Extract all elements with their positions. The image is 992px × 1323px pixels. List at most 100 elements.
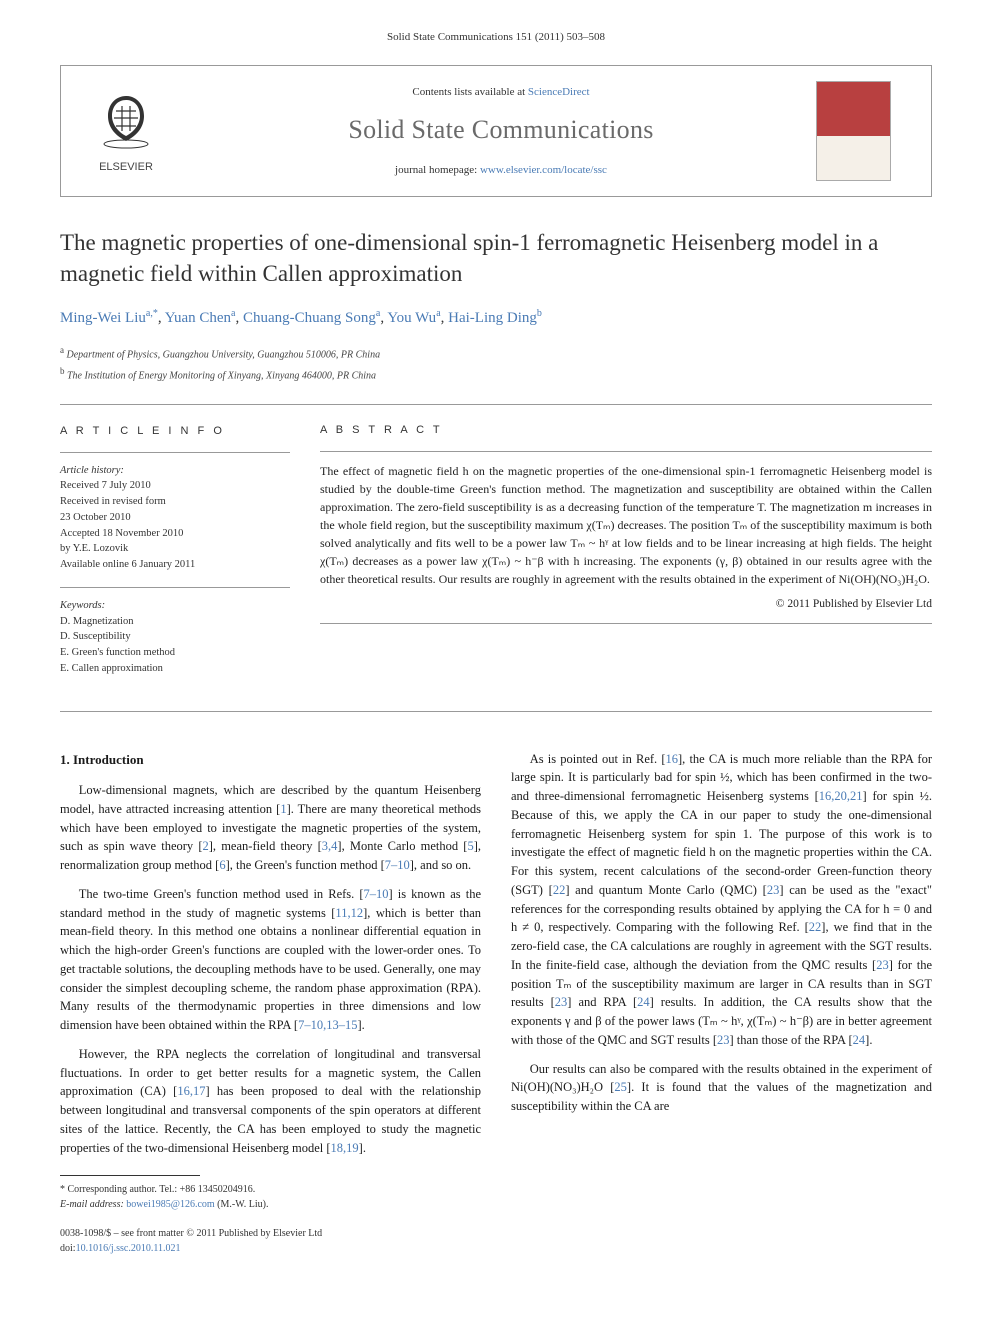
- doi-label: doi:: [60, 1243, 76, 1254]
- citation-link[interactable]: 7–10,13–15: [298, 1018, 357, 1032]
- body-paragraph: Low-dimensional magnets, which are descr…: [60, 781, 481, 875]
- abstract-block: a b s t r a c t The effect of magnetic f…: [320, 423, 932, 691]
- citation-link[interactable]: 25: [614, 1080, 627, 1094]
- history-line: by Y.E. Lozovik: [60, 541, 290, 557]
- author-affref: a: [376, 308, 380, 319]
- author-affref: a: [436, 308, 440, 319]
- article-info-block: a r t i c l e i n f o Article history: R…: [60, 423, 290, 691]
- author-link[interactable]: Ming-Wei Liu: [60, 310, 146, 326]
- contents-prefix: Contents lists available at: [412, 86, 527, 98]
- affiliation-key: b: [60, 366, 65, 376]
- abstract-body: The effect of magnetic field h on the ma…: [320, 464, 932, 586]
- affiliation-row: b The Institution of Energy Monitoring o…: [60, 364, 932, 384]
- affiliation-key: a: [60, 345, 64, 355]
- citation-link[interactable]: 1: [280, 802, 286, 816]
- author-name: Yuan Chen: [165, 310, 231, 326]
- footnote-rule: [60, 1175, 200, 1176]
- body-paragraph: Our results can also be compared with th…: [511, 1060, 932, 1116]
- citation-link[interactable]: 22: [809, 920, 822, 934]
- abstract-rule: [320, 451, 932, 452]
- email-owner: (M.-W. Liu).: [217, 1199, 268, 1210]
- citation-link[interactable]: 6: [219, 858, 225, 872]
- email-label: E-mail address:: [60, 1199, 124, 1210]
- affiliations: a Department of Physics, Guangzhou Unive…: [0, 343, 992, 384]
- section-heading: 1. Introduction: [60, 750, 481, 770]
- citation-link[interactable]: 23: [876, 958, 889, 972]
- history-line: 23 October 2010: [60, 510, 290, 526]
- email-link[interactable]: bowei1985@126.com: [126, 1199, 214, 1210]
- citation-link[interactable]: 23: [717, 1033, 730, 1047]
- citation-link[interactable]: 5: [467, 839, 473, 853]
- article-body: 1. Introduction Low-dimensional magnets,…: [0, 730, 992, 1158]
- keywords-block: Keywords: D. Magnetization D. Susceptibi…: [60, 598, 290, 677]
- info-rule: [60, 587, 290, 588]
- history-line: Accepted 18 November 2010: [60, 526, 290, 542]
- citation-link[interactable]: 16,20,21: [819, 789, 863, 803]
- citation-link[interactable]: 23: [767, 883, 780, 897]
- author-link[interactable]: Hai-Ling Ding: [448, 310, 537, 326]
- article-info-heading: a r t i c l e i n f o: [60, 423, 290, 440]
- history-line: Available online 6 January 2011: [60, 557, 290, 573]
- abstract-heading: a b s t r a c t: [320, 423, 932, 438]
- citation-link[interactable]: 7–10: [364, 887, 389, 901]
- article-history: Article history: Received 7 July 2010 Re…: [60, 463, 290, 573]
- journal-homepage-link[interactable]: www.elsevier.com/locate/ssc: [480, 164, 607, 176]
- body-paragraph: The two-time Green's function method use…: [60, 885, 481, 1035]
- citation-link[interactable]: 7–10: [385, 858, 410, 872]
- citation-link[interactable]: 3,4: [322, 839, 338, 853]
- running-head: Solid State Communications 151 (2011) 50…: [0, 0, 992, 55]
- journal-name: Solid State Communications: [206, 112, 796, 148]
- history-line: Received 7 July 2010: [60, 478, 290, 494]
- author-list: Ming-Wei Liua,*, Yuan Chena, Chuang-Chua…: [0, 307, 992, 329]
- affiliation-text: The Institution of Energy Monitoring of …: [67, 370, 376, 381]
- author-affref: b: [537, 308, 542, 319]
- affiliation-row: a Department of Physics, Guangzhou Unive…: [60, 343, 932, 363]
- affiliation-text: Department of Physics, Guangzhou Univers…: [67, 350, 381, 361]
- citation-link[interactable]: 18,19: [331, 1141, 359, 1155]
- doi-line: doi:10.1016/j.ssc.2010.11.021: [60, 1241, 932, 1256]
- author-name: Chuang-Chuang Song: [243, 310, 376, 326]
- footnotes: * Corresponding author. Tel.: +86 134502…: [0, 1157, 992, 1222]
- citation-link[interactable]: 11,12: [335, 906, 363, 920]
- history-label: Article history:: [60, 463, 290, 479]
- citation-link[interactable]: 24: [637, 995, 650, 1009]
- keyword-line: D. Magnetization: [60, 614, 290, 630]
- homepage-prefix: journal homepage:: [395, 164, 480, 176]
- header-center: Contents lists available at ScienceDirec…: [206, 85, 796, 178]
- footer-block: 0038-1098/$ – see front matter © 2011 Pu…: [0, 1222, 992, 1276]
- history-line: Received in revised form: [60, 494, 290, 510]
- author-link[interactable]: Chuang-Chuang Song: [243, 310, 376, 326]
- keywords-label: Keywords:: [60, 598, 290, 614]
- email-line: E-mail address: bowei1985@126.com (M.-W.…: [60, 1197, 932, 1212]
- keyword-line: E. Green's function method: [60, 645, 290, 661]
- doi-link[interactable]: 10.1016/j.ssc.2010.11.021: [76, 1243, 181, 1254]
- journal-homepage-line: journal homepage: www.elsevier.com/locat…: [206, 163, 796, 178]
- article-title: The magnetic properties of one-dimension…: [0, 227, 992, 289]
- author-link[interactable]: You Wu: [387, 310, 436, 326]
- body-paragraph: As is pointed out in Ref. [16], the CA i…: [511, 750, 932, 1050]
- author-name: Ming-Wei Liu: [60, 310, 146, 326]
- abstract-rule: [320, 623, 932, 624]
- section-rule: [60, 711, 932, 712]
- citation-link[interactable]: 22: [553, 883, 566, 897]
- author-link[interactable]: Yuan Chen: [165, 310, 231, 326]
- journal-cover-thumbnail: [816, 81, 891, 181]
- author-name: You Wu: [387, 310, 436, 326]
- citation-link[interactable]: 23: [555, 995, 568, 1009]
- contents-available-line: Contents lists available at ScienceDirec…: [206, 85, 796, 100]
- citation-link[interactable]: 16,17: [177, 1084, 205, 1098]
- sciencedirect-link[interactable]: ScienceDirect: [528, 86, 590, 98]
- journal-header-box: ELSEVIER Contents lists available at Sci…: [60, 65, 932, 197]
- citation-link[interactable]: 16: [666, 752, 679, 766]
- elsevier-logo: ELSEVIER: [86, 86, 166, 176]
- keyword-line: E. Callen approximation: [60, 661, 290, 677]
- author-affref: a,*: [146, 308, 158, 319]
- body-paragraph: However, the RPA neglects the correlatio…: [60, 1045, 481, 1158]
- info-rule: [60, 452, 290, 453]
- front-matter-line: 0038-1098/$ – see front matter © 2011 Pu…: [60, 1226, 932, 1241]
- citation-link[interactable]: 2: [203, 839, 209, 853]
- elsevier-label: ELSEVIER: [99, 161, 153, 173]
- citation-link[interactable]: 24: [853, 1033, 866, 1047]
- abstract-copyright: © 2011 Published by Elsevier Ltd: [320, 596, 932, 613]
- author-affref: a: [231, 308, 235, 319]
